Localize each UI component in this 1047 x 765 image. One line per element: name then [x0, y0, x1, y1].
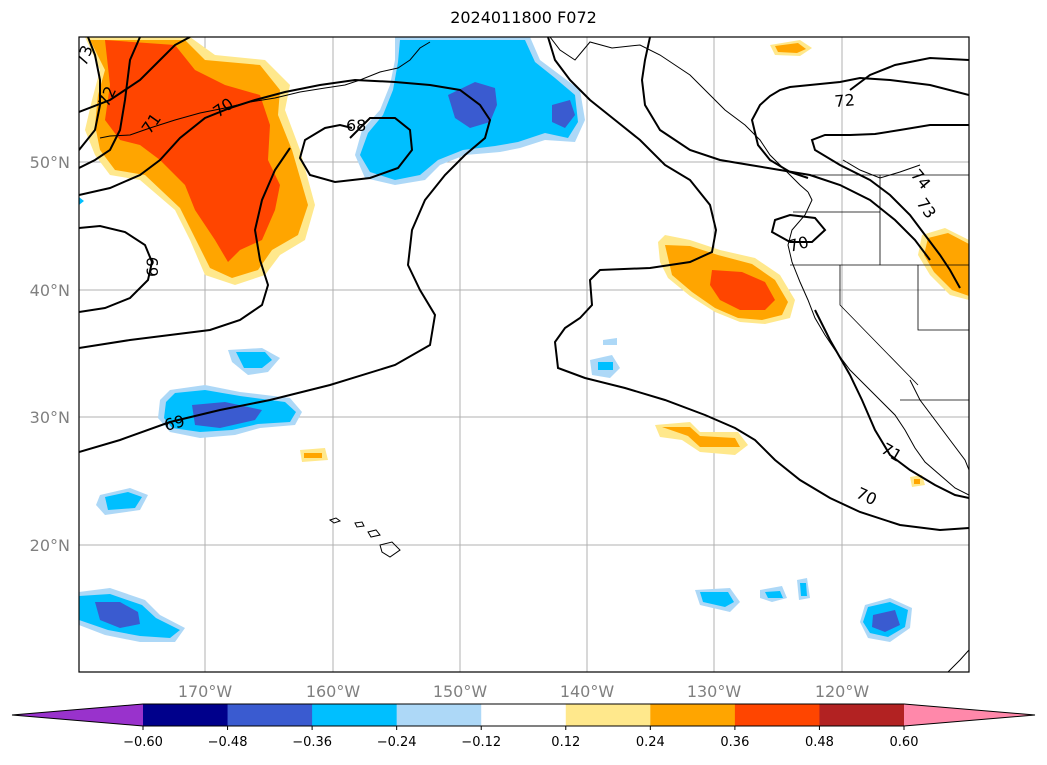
colorbar-tick-label: 0.36 [720, 735, 749, 750]
colorbar-segment [819, 704, 905, 726]
colorbar-tick-label: −0.12 [461, 735, 501, 750]
colorbar-segment [227, 704, 313, 726]
longitude-labels: 170°W 160°W 150°W 140°W 130°W 120°W [178, 682, 870, 701]
colorbar-tick-label: 0.48 [805, 735, 834, 750]
contour-label: 69 [143, 257, 162, 277]
anomaly-positive-california [658, 235, 795, 324]
colorbar-tick-label: 0.12 [551, 735, 580, 750]
colorbar-segment [312, 704, 398, 726]
lat-label: 50°N [30, 153, 70, 172]
lat-label: 30°N [30, 408, 70, 427]
gridlines [79, 37, 969, 672]
colorbar-tick-label: 0.60 [890, 735, 919, 750]
colorbar-segment [734, 704, 820, 726]
colorbar-segment [143, 704, 229, 726]
lat-label: 20°N [30, 536, 70, 555]
colorbar-tick-label: −0.60 [123, 735, 163, 750]
anomaly-negative-southwest [79, 488, 185, 642]
lon-label: 140°W [560, 682, 615, 701]
anomaly-positive-small-south [300, 422, 925, 487]
colorbar-tick-label: −0.36 [292, 735, 332, 750]
contour-label: 68 [346, 116, 366, 135]
map-area: 73 72 71 70 68 69 69 72 74 73 70 71 70 [79, 37, 969, 672]
colorbar-segment [396, 704, 482, 726]
state-borders [790, 174, 969, 401]
lat-label: 40°N [30, 281, 70, 300]
contour-label: 72 [834, 90, 856, 111]
colorbar-segment [650, 704, 736, 726]
contour-label: 69 [162, 411, 187, 435]
colorbar-segment [565, 704, 651, 726]
lon-label: 170°W [178, 682, 233, 701]
lon-label: 150°W [433, 682, 488, 701]
latitude-labels: 50°N 40°N 30°N 20°N [30, 153, 70, 555]
contour-label: 70 [786, 232, 811, 256]
colorbar-extend-right [904, 704, 1035, 726]
colorbar-tick-label: 0.24 [636, 735, 665, 750]
hawaii-islands [328, 517, 401, 558]
colorbar: −0.60 −0.48 −0.36 −0.24 −0.12 0.12 0.24 0.36 0.4… [11, 703, 1036, 750]
colorbar-tick-label: −0.48 [208, 735, 248, 750]
colorbar-tick-label: −0.24 [377, 735, 417, 750]
colorbar-segment [481, 704, 567, 726]
contour-lines [79, 37, 969, 532]
lon-label: 160°W [306, 682, 361, 701]
colorbar-extend-left [12, 704, 143, 726]
map-title: 2024011800 F072 [450, 8, 597, 27]
lon-label: 120°W [815, 682, 870, 701]
map-frame [78, 36, 970, 673]
anomaly-negative-southeast [79, 197, 912, 642]
lon-label: 130°W [687, 682, 742, 701]
